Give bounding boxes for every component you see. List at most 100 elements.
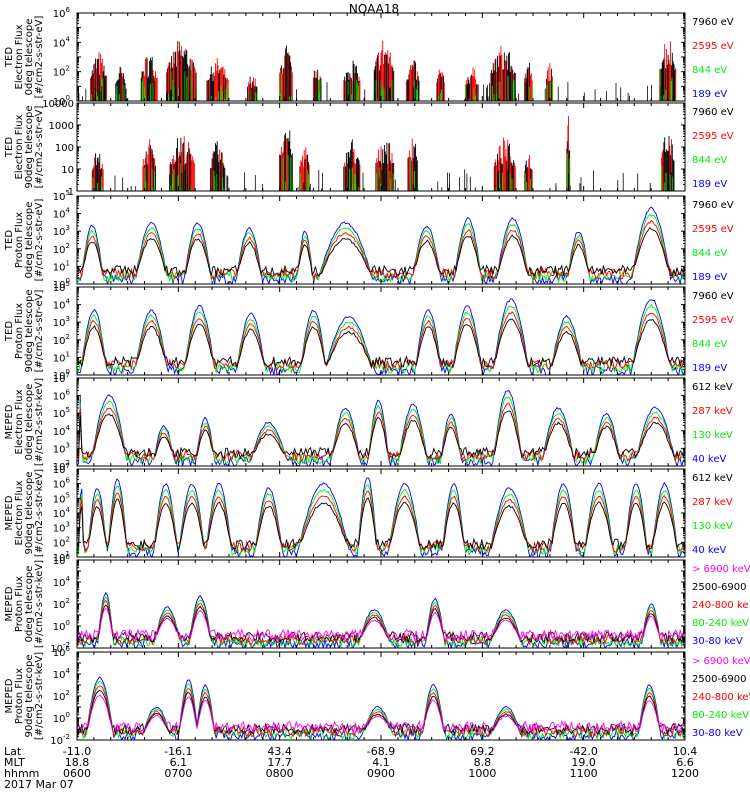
legend-entry: 612 keV (692, 473, 733, 484)
figure-title: NOAA18 (349, 2, 399, 16)
x-tick-label: -68.9 (367, 745, 395, 758)
y-tick-label: 104 (53, 575, 71, 589)
legend-entry: 7960 eV (692, 17, 734, 28)
y-axis-label: MEPED Proton Flux 90deg telescope [#/cm2-s-… (4, 652, 45, 740)
y-tick-label: 102 (53, 459, 70, 473)
y-tick-label: 106 (53, 645, 71, 659)
panel-data (77, 390, 685, 466)
y-tick-label: 102 (53, 242, 70, 256)
y-tick-label: 102 (53, 535, 70, 549)
legend-entry: 130 keV (692, 430, 733, 441)
y-tick-label: 104 (53, 298, 71, 312)
y-axis-label-line: Proton Flux (14, 303, 25, 359)
y-tick-label: 106 (53, 477, 71, 491)
x-tick-label: 43.4 (267, 745, 292, 758)
y-tick-label: 103 (53, 224, 70, 238)
series-line-3 (77, 596, 685, 648)
legend-entry: 7960 eV (692, 200, 734, 211)
y-tick-label: 106 (53, 389, 71, 403)
y-axis-label-line: Electron Flux (14, 114, 25, 179)
y-axis-label-line: 90deg telescope (24, 289, 35, 372)
x-tick-label: 8.8 (474, 756, 492, 769)
y-tick-label: 101 (53, 350, 70, 364)
y-axis-label-line: 90deg telescope (24, 654, 35, 737)
legend-entry: 7960 eV (692, 291, 734, 302)
legend-entry: 130 keV (692, 521, 733, 532)
date-label: 2017 Mar 07 (4, 778, 74, 791)
x-tick-label: 17.7 (267, 756, 292, 769)
series-line-2 (77, 599, 685, 647)
legend-entry: 2595 eV (692, 41, 734, 52)
y-axis-label-line: TED (4, 137, 15, 158)
x-tick-label: 1000 (468, 767, 496, 780)
y-tick-label: 105 (53, 280, 70, 294)
y-axis-label: TED Proton Flux 0deg telescope [#/cm2-s-str… (4, 199, 45, 282)
x-tick-label: 0800 (266, 767, 294, 780)
y-tick-label: 102 (53, 333, 70, 347)
y-axis: 10-2 100 102 104 106 (50, 645, 685, 747)
legend-entry: 40 keV (692, 454, 726, 465)
y-axis-label-line: MEPED (4, 678, 15, 713)
y-axis-label-line: TED (4, 230, 15, 251)
y-axis-label-line: [#/cm2-s-str-eV] (34, 16, 45, 99)
y-tick-label: 105 (53, 189, 70, 203)
legend: 7960 eV 2595 eV 844 eV 189 eV (692, 17, 734, 100)
y-tick-label: 107 (53, 462, 70, 476)
y-tick-label: 100 (53, 711, 70, 725)
legend-entry: 240-800 keV (692, 692, 750, 703)
y-tick-label: 104 (53, 424, 71, 438)
series-line-0 (77, 607, 685, 642)
x-tick-label: 0600 (63, 767, 91, 780)
legend-entry: 189 eV (692, 363, 727, 374)
panel-8: 10-2 100 102 104 106 MEPED Proton Flux 90deg te… (4, 645, 750, 747)
y-axis: 1 10 100 1000 10000 (42, 99, 685, 198)
legend-entry: > 6900 keV (692, 564, 750, 575)
y-tick-label: 100 (55, 143, 74, 154)
series-line-1 (77, 690, 685, 736)
panel-data (77, 206, 685, 284)
series-line-0 (77, 318, 685, 369)
legend-entry: 844 eV (692, 248, 727, 259)
y-tick-label: 103 (53, 441, 70, 455)
y-axis-label-line: [#/cm2-s-str-keV] (34, 378, 45, 466)
x-tick-label: -16.1 (164, 745, 192, 758)
y-axis-label-line: 90deg telescope (24, 105, 35, 188)
y-tick-label: 102 (53, 65, 70, 79)
legend-entry: 844 eV (692, 155, 727, 166)
legend-entry: 189 eV (692, 89, 727, 100)
y-axis-label-line: 0deg telescope (24, 384, 35, 461)
x-tick-label: 1200 (671, 767, 699, 780)
y-axis-label: MEPED Proton Flux 0deg telescope [#/cm2-s-s… (4, 560, 45, 648)
series-line-1 (77, 219, 685, 281)
y-axis-label: TED Proton Flux 90deg telescope [#/cm2-s-st… (4, 289, 45, 372)
y-tick-label: 10-2 (50, 733, 70, 747)
legend: 612 keV 287 keV 130 keV 40 keV (692, 382, 733, 465)
y-axis-label-line: TED (4, 321, 15, 342)
y-axis-label-line: 0deg telescope (24, 566, 35, 643)
y-axis-label-line: Electron Flux (14, 480, 25, 545)
y-axis-label: TED Electron Flux 0deg telescope [#/cm2-s-s… (4, 16, 45, 99)
x-tick-label: 0700 (164, 767, 192, 780)
legend-entry: 189 eV (692, 179, 727, 190)
y-axis-label-line: [#/cm2-s-str-eV] (34, 106, 45, 189)
y-tick-label: 100 (53, 277, 70, 291)
series-line-1 (77, 604, 685, 644)
x-tick-label: 10.4 (673, 745, 698, 758)
panel-4: 100 101 102 103 104 105 TED Proton Flux 90deg te… (4, 280, 734, 382)
series-line-0 (77, 695, 685, 734)
y-axis-label-line: [#/cm2-s-str-keV] (34, 652, 45, 740)
series-line-1 (77, 402, 685, 462)
y-axis: 102 103 104 105 106 107 (53, 371, 685, 473)
y-tick-label: 101 (53, 550, 70, 564)
y-tick-label: 102 (53, 689, 70, 703)
x-tick-label: 6.6 (676, 756, 694, 769)
x-tick-label: 6.1 (170, 756, 188, 769)
y-axis-label-line: [#/cm2-s-str-eV] (34, 290, 45, 373)
y-axis-label: MEPED Electron Flux 90deg telescope [#/cm2-… (4, 469, 45, 557)
panel-1: 100 102 104 106 TED Electron Flux 0deg telesco… (4, 6, 734, 108)
y-tick-label: 106 (53, 6, 71, 20)
legend-entry: 612 keV (692, 382, 733, 393)
legend-entry: 189 eV (692, 272, 727, 283)
y-axis-label: MEPED Electron Flux 0deg telescope [#/cm2-s… (4, 378, 45, 466)
